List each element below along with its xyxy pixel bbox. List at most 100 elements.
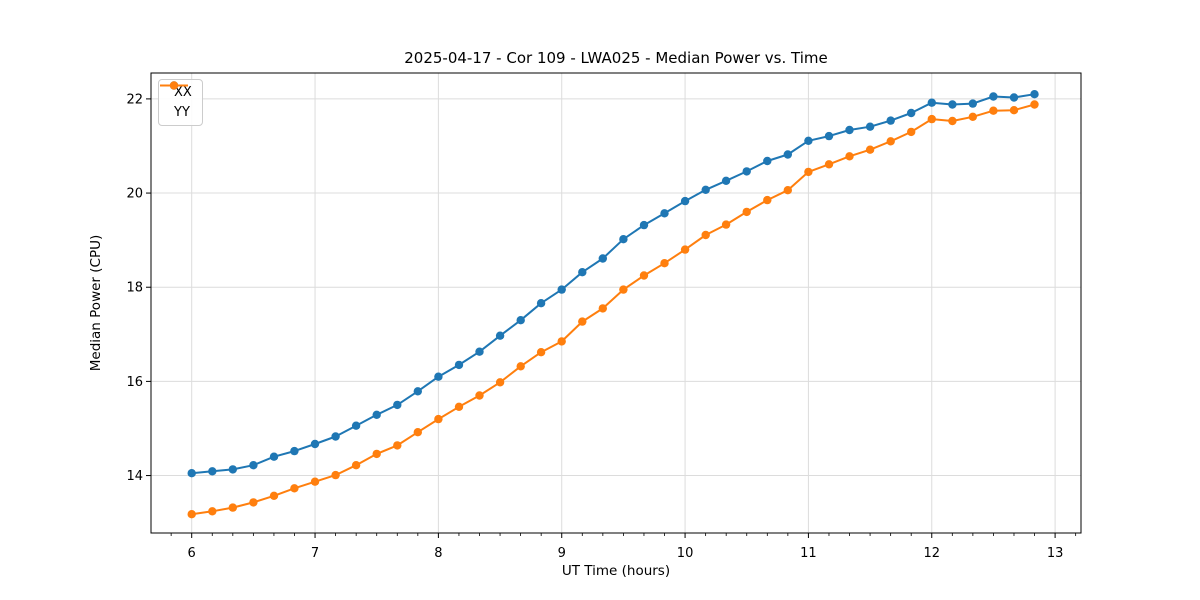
series-yy-marker — [948, 116, 957, 126]
y-tick-label: 16 — [126, 375, 143, 390]
series-xx-marker — [454, 360, 464, 370]
y-tick-label: 18 — [126, 281, 143, 296]
series-xx-marker — [208, 467, 217, 476]
series-xx-marker — [331, 432, 340, 441]
series-yy-marker — [701, 230, 710, 240]
series-xx-marker — [680, 196, 690, 206]
series-xx-marker — [249, 461, 258, 470]
series-xx-marker — [372, 410, 381, 419]
series-xx-marker — [434, 372, 443, 381]
series-xx-marker — [269, 452, 279, 461]
series-yy-marker — [968, 112, 977, 122]
series-xx-marker — [536, 299, 546, 308]
series-yy-marker — [886, 137, 895, 146]
series-xx-marker — [865, 122, 875, 131]
x-tick-label: 12 — [923, 546, 940, 561]
chart-title: 2025-04-17 - Cor 109 - LWA025 - Median P… — [404, 49, 828, 67]
x-tick-label: 7 — [311, 546, 319, 561]
x-axis-label: UT Time (hours) — [561, 563, 671, 579]
x-tick-label: 9 — [558, 546, 566, 561]
x-tick-label: 11 — [800, 546, 817, 561]
series-xx-marker — [598, 254, 607, 263]
series-yy-marker — [536, 348, 546, 357]
x-tick-label: 10 — [677, 546, 694, 561]
series-xx-marker — [516, 316, 525, 325]
y-tick-label: 22 — [126, 92, 143, 107]
series-xx-marker — [393, 400, 402, 410]
series-yy-marker — [475, 391, 484, 400]
series-yy-marker — [434, 414, 443, 424]
series-yy-marker — [331, 470, 340, 480]
series-xx-marker — [495, 331, 505, 340]
legend-label-yy: YY — [174, 105, 190, 120]
series-xx-marker — [721, 176, 731, 185]
series-xx-marker — [413, 387, 422, 396]
series-yy-marker — [1030, 100, 1039, 109]
series-yy-marker — [1009, 106, 1019, 115]
series-xx-marker — [310, 439, 320, 449]
series-yy-marker — [763, 195, 772, 205]
series-yy-marker — [495, 378, 505, 387]
series-yy-marker — [516, 362, 525, 371]
series-xx-marker — [557, 285, 566, 294]
series-yy-marker — [598, 304, 607, 313]
x-tick-label: 8 — [434, 546, 442, 561]
series-yy-marker — [578, 317, 587, 326]
series-xx-marker — [619, 235, 628, 244]
series-yy-marker — [290, 484, 299, 493]
legend-label-xx: XX — [174, 85, 192, 100]
legend: XX YY — [158, 79, 203, 126]
series-xx-marker — [783, 150, 792, 159]
series-yy-marker — [660, 259, 669, 268]
series-xx-marker — [907, 108, 916, 118]
series-xx-marker — [351, 421, 361, 430]
series-xx-marker — [763, 156, 772, 166]
x-tick-label: 6 — [188, 546, 196, 561]
series-xx-marker — [639, 220, 649, 230]
series-xx-marker — [187, 469, 196, 478]
series-xx-marker — [968, 99, 977, 108]
axes-spines — [150, 72, 1082, 534]
series-yy-marker — [804, 167, 813, 177]
series-yy-marker — [310, 477, 320, 486]
series-xx-marker — [845, 125, 854, 135]
y-axis-label: Median Power (CPU) — [88, 234, 104, 372]
series-xx-marker — [1030, 90, 1039, 99]
series-yy-marker — [454, 402, 464, 411]
series-xx-marker — [824, 131, 834, 141]
series-xx-marker — [1009, 93, 1019, 102]
series-yy-marker — [228, 503, 237, 512]
series-xx-marker — [578, 268, 587, 277]
series-yy-marker — [907, 127, 916, 137]
series-xx-marker — [989, 92, 998, 101]
series-yy-marker — [783, 186, 792, 195]
series-yy-marker — [680, 245, 690, 254]
series-yy-marker — [249, 498, 258, 507]
series-xx-marker — [701, 185, 710, 194]
series-xx-marker — [290, 446, 299, 456]
series-yy-marker — [208, 507, 217, 516]
series-yy-marker — [557, 337, 566, 346]
series-yy-marker — [639, 271, 649, 280]
x-tick-label: 13 — [1047, 546, 1064, 561]
series-xx-marker — [228, 465, 237, 474]
series-yy-marker — [989, 106, 998, 115]
series-xx-marker — [742, 167, 751, 176]
y-tick-label: 14 — [126, 469, 143, 484]
series-xx-marker — [660, 209, 669, 218]
series-yy-marker — [721, 220, 731, 229]
series-yy-marker — [742, 207, 751, 217]
series-yy-marker — [619, 285, 628, 294]
series-yy-marker — [927, 114, 936, 124]
series-yy-line — [191, 103, 1035, 516]
legend-item-yy: YY — [160, 81, 192, 121]
series-xx-marker — [948, 100, 957, 109]
series-yy-marker — [393, 441, 402, 450]
series-yy-marker — [372, 449, 381, 459]
series-xx-marker — [927, 98, 936, 107]
series-yy-marker — [269, 491, 279, 500]
legend-line-marker-icon — [160, 81, 188, 90]
series-yy-marker — [845, 152, 854, 161]
